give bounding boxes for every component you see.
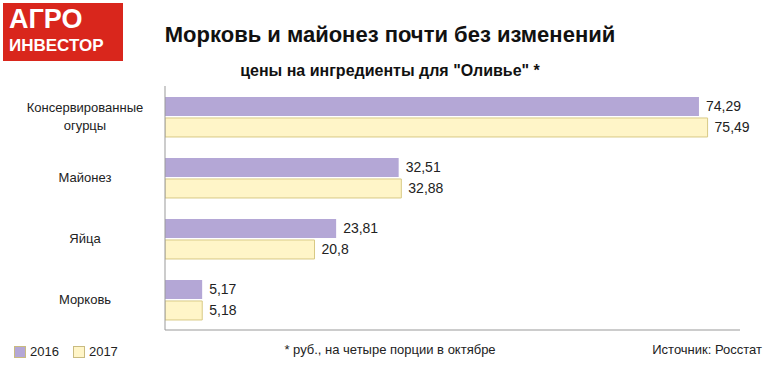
html-text:Источник: Росстат: Источник: Росстат [652,342,762,357]
html-text:Морковь и майонез почти без из: Морковь и майонез почти без изменений [164,22,616,47]
html-text:2017: 2017 [88,344,118,359]
html-text:АГРО: АГРО [9,4,83,34]
svg-text:Консервированные: Консервированные [27,100,144,115]
svg-text:20,8: 20,8 [322,241,349,257]
svg-text:23,81: 23,81 [343,220,378,236]
html-text:2016: 2016 [30,344,59,359]
svg-text:75,49: 75,49 [715,119,750,135]
svg-text:огурцы: огурцы [64,118,106,133]
svg-text:5,18: 5,18 [209,302,236,318]
svg-text:Майонез: Майонез [59,170,112,185]
html-text:* руб., на четыре порции в окт: * руб., на четыре порции в октябре [284,342,496,357]
svg-text:Яйца: Яйца [69,231,101,246]
svg-text:74,29: 74,29 [706,98,741,114]
html-text:цены на ингредиенты для "Оливь: цены на ингредиенты для "Оливье" * [240,62,540,79]
svg-text:Морковь: Морковь [59,292,111,307]
svg-text:32,88: 32,88 [408,180,443,196]
svg-text:5,17: 5,17 [209,281,236,297]
svg-text:32,51: 32,51 [406,159,441,175]
html-text:ИНВЕСТОР: ИНВЕСТОР [9,36,104,55]
